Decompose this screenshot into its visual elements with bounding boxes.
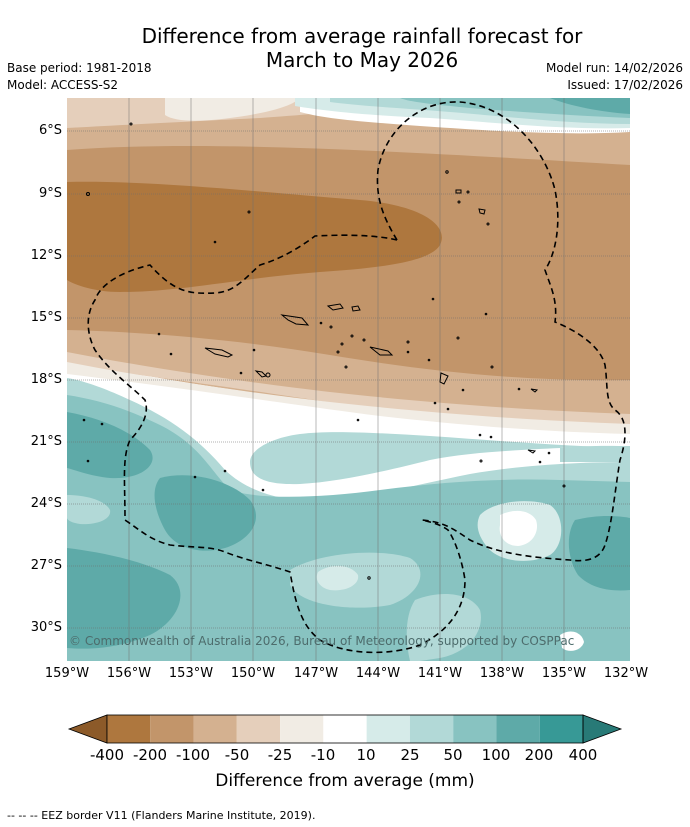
lon-label: 135°W	[541, 666, 587, 681]
band-minus-10-top	[165, 98, 300, 121]
lat-label: 24°S	[30, 496, 62, 511]
colorbar-cell	[107, 715, 151, 743]
lon-label: 159°W	[44, 666, 90, 681]
colorbar-tick: 100	[481, 746, 511, 764]
meta-right: Model run: 14/02/2026 Issued: 17/02/2026	[546, 60, 683, 94]
band-plus-100-top	[550, 98, 630, 114]
colorbar-tick: -25	[267, 746, 293, 764]
colorbar-tick: -200	[132, 746, 168, 764]
grid	[67, 98, 630, 661]
rainfall-field	[67, 98, 630, 661]
colorbar-tick: -10	[310, 746, 336, 764]
colorbar-tick: 200	[524, 746, 554, 764]
colorbar-cell	[539, 715, 583, 743]
lon-label: 147°W	[293, 666, 339, 681]
eez-french-polynesia-north	[376, 101, 626, 562]
band-minus-10	[67, 362, 630, 434]
colorbar-tick: -100	[175, 746, 211, 764]
colorbar-extend-low	[67, 714, 108, 744]
meta-left: Base period: 1981-2018 Model: ACCESS-S2	[7, 60, 152, 94]
colorbar-tick: 10	[356, 746, 376, 764]
lon-label: 156°W	[106, 666, 152, 681]
lat-label: 27°S	[30, 558, 62, 573]
issued-date: Issued: 17/02/2026	[567, 78, 683, 92]
eez-borders	[87, 101, 626, 654]
lat-label: 18°S	[30, 372, 62, 387]
band-plus-25-southeast	[406, 594, 481, 661]
lat-label: 6°S	[38, 123, 62, 138]
colorbar-cell	[496, 715, 540, 743]
colorbar-tick: 400	[568, 746, 598, 764]
colorbar-cell	[323, 715, 367, 743]
band-plus-100-east	[568, 515, 630, 591]
model-run: Model run: 14/02/2026	[545, 61, 683, 75]
title-line-1: Difference from average rainfall forecas…	[141, 24, 583, 48]
lat-label: 30°S	[30, 620, 62, 635]
band-plus-25-west	[67, 495, 111, 525]
colorbar-tick: -50	[224, 746, 250, 764]
lon-label: 153°W	[168, 666, 214, 681]
colorbar-cell	[150, 715, 194, 743]
lat-label: 21°S	[30, 434, 62, 449]
map-title: Difference from average rainfall forecas…	[60, 24, 664, 72]
band-plus-10-south	[316, 565, 359, 591]
band-plus-50	[67, 395, 630, 661]
band-plus-100-central	[154, 475, 256, 551]
colorbar-frame	[106, 714, 584, 744]
colorbar-tick: -400	[89, 746, 125, 764]
colorbar-cell	[280, 715, 324, 743]
band-neutral	[67, 360, 630, 501]
lat-label: 9°S	[38, 186, 62, 201]
colorbar-cell	[453, 715, 497, 743]
lon-label: 144°W	[355, 666, 401, 681]
colorbar-cell	[236, 715, 281, 743]
lon-label: 150°W	[230, 666, 276, 681]
colorbar-cell	[409, 715, 454, 743]
colorbar-tick: 50	[443, 746, 463, 764]
band-neutral-southeast	[560, 631, 584, 651]
lat-label: 12°S	[30, 248, 62, 263]
band-plus-100-southwest	[67, 548, 181, 649]
colorbar-title: Difference from average (mm)	[215, 771, 475, 791]
eez-legend-footer: -- -- -- EEZ border V11 (Flanders Marine…	[7, 809, 316, 822]
base-period: Base period: 1981-2018	[7, 61, 152, 75]
lon-label: 138°W	[479, 666, 525, 681]
colorbar-tick: 25	[400, 746, 420, 764]
copyright-text: © Commonwealth of Australia 2026, Bureau…	[69, 634, 575, 648]
islands	[82, 122, 566, 580]
colorbar-extend-high	[582, 714, 623, 744]
band-neutral-east	[499, 510, 538, 546]
band-plus-25-east	[560, 445, 630, 462]
band-minus-25	[67, 352, 630, 432]
colorbar	[67, 714, 623, 744]
band-minus-200	[67, 181, 442, 292]
colorbar-cell	[366, 715, 410, 743]
lon-label: 141°W	[417, 666, 463, 681]
model-name: Model: ACCESS-S2	[7, 78, 119, 92]
colorbar-cell	[193, 715, 237, 743]
lon-label: 132°W	[603, 666, 649, 681]
lat-label: 15°S	[30, 310, 62, 325]
title-line-2: March to May 2026	[265, 48, 459, 72]
